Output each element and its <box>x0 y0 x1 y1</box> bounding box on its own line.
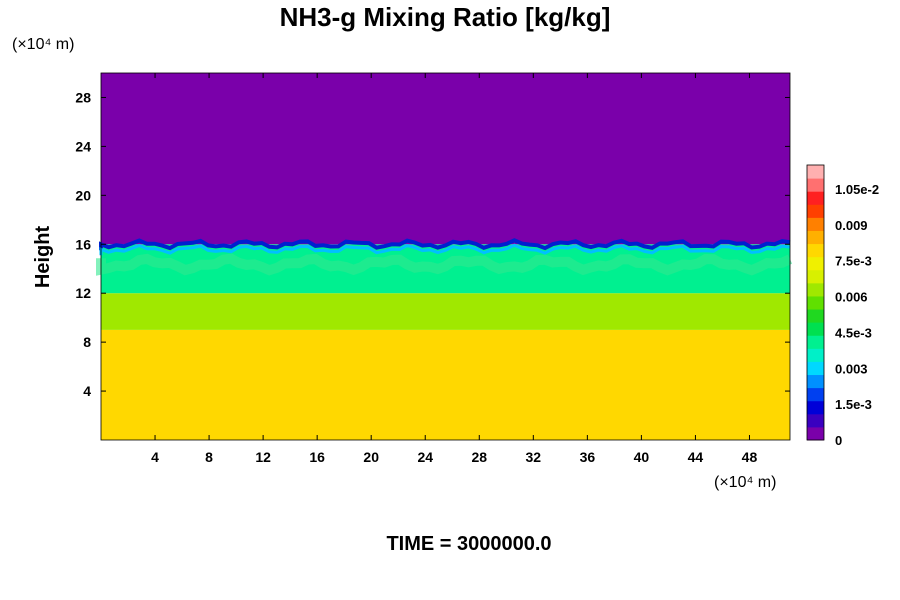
y-tick-label-0: 4 <box>83 383 91 399</box>
colorbar-frame <box>806 164 825 441</box>
x-tick-label-9: 40 <box>634 449 650 465</box>
colorbar-segment-4 <box>807 374 824 389</box>
x-tick-label-1: 8 <box>205 449 213 465</box>
x-tick-label-6: 28 <box>471 449 487 465</box>
colorbar-segment-12 <box>807 269 824 284</box>
colorbar-segment-2 <box>807 400 824 415</box>
colorbar-segment-14 <box>807 243 824 258</box>
colorbar-tick-label-1: 1.5e-3 <box>835 397 872 412</box>
colorbar-segment-15 <box>807 230 824 245</box>
x-tick-label-4: 20 <box>363 449 379 465</box>
x-tick-label-11: 48 <box>742 449 758 465</box>
colorbar-tick-label-0: 0 <box>835 433 842 448</box>
x-tick-label-0: 4 <box>151 449 159 465</box>
colorbar-tick-label-5: 7.5e-3 <box>835 254 872 269</box>
colorbar-segment-9 <box>807 309 824 323</box>
colorbar-segment-16 <box>807 217 824 231</box>
x-tick-label-7: 32 <box>526 449 542 465</box>
x-tick-label-3: 16 <box>309 449 325 465</box>
colorbar-tick-label-4: 0.006 <box>835 290 868 305</box>
colorbar-segment-11 <box>807 282 824 297</box>
layer-edge-band <box>99 238 791 251</box>
colorbar-tick-label-6: 0.009 <box>835 218 868 233</box>
heatmap-layer-1 <box>101 293 790 330</box>
y-tick-label-1: 8 <box>83 334 91 350</box>
layer-edge-band-inner <box>99 243 791 256</box>
colorbar-tick-label-7: 1.05e-2 <box>835 182 879 197</box>
y-tick-label-6: 28 <box>75 89 91 105</box>
y-tick-label-5: 24 <box>75 138 91 154</box>
plot-frame <box>100 72 791 441</box>
colorbar <box>806 164 825 441</box>
y-axis-label: Height <box>32 226 54 289</box>
y-tick-label-3: 16 <box>75 236 91 252</box>
colorbar-segment-1 <box>807 413 824 428</box>
heatmap-layer-3 <box>101 73 790 245</box>
x-tick-label-2: 12 <box>255 449 271 465</box>
y-axis-unit: (×10⁴ m) <box>12 36 74 53</box>
colorbar-segment-7 <box>807 335 824 349</box>
colorbar-segment-3 <box>807 387 824 402</box>
colorbar-segment-10 <box>807 295 824 310</box>
colorbar-segment-17 <box>807 204 824 218</box>
layer-turbulence-band <box>96 253 793 276</box>
chart-title: NH3-g Mixing Ratio [kg/kg] <box>280 2 611 32</box>
colorbar-segment-13 <box>807 256 824 271</box>
heatmap-field <box>96 73 793 440</box>
x-axis-ticks: 4 8 12 16 20 24 28 32 36 40 44 48 <box>151 73 757 465</box>
x-tick-label-5: 24 <box>417 449 433 465</box>
colorbar-segment-19 <box>807 178 824 192</box>
colorbar-tick-label-2: 0.003 <box>835 361 868 376</box>
colorbar-segment-8 <box>807 322 824 336</box>
y-tick-label-4: 20 <box>75 187 91 203</box>
colorbar-segment-20 <box>807 165 824 179</box>
y-tick-label-2: 12 <box>75 285 91 301</box>
heatmap-layer-0 <box>101 329 790 440</box>
x-tick-label-8: 36 <box>580 449 596 465</box>
colorbar-segment-18 <box>807 191 824 205</box>
colorbar-ticks: 0 1.5e-3 0.003 4.5e-3 0.006 7.5e-3 0.009 1.05e-… <box>835 182 879 448</box>
x-tick-label-10: 44 <box>688 449 704 465</box>
colorbar-segment-0 <box>807 426 824 441</box>
time-annotation: TIME = 3000000.0 <box>386 533 551 555</box>
y-axis-ticks: 4 8 12 16 20 24 28 <box>75 89 790 399</box>
x-axis-unit: (×10⁴ m) <box>714 474 776 491</box>
colorbar-tick-label-3: 4.5e-3 <box>835 325 872 340</box>
colorbar-segment-5 <box>807 361 824 376</box>
colorbar-segment-6 <box>807 348 824 362</box>
